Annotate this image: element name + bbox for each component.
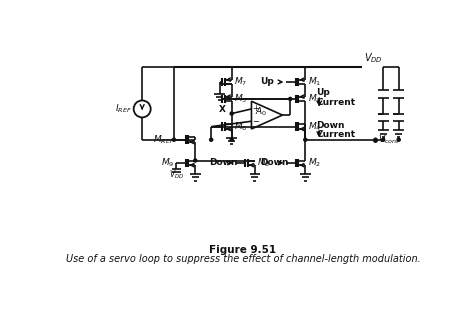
Text: $M_8$: $M_8$ xyxy=(257,156,271,169)
Circle shape xyxy=(304,138,307,141)
Text: $M_{REF}$: $M_{REF}$ xyxy=(153,133,175,146)
Text: $V_{DD}$: $V_{DD}$ xyxy=(364,51,383,65)
Text: $V_{cont}$: $V_{cont}$ xyxy=(378,133,400,146)
Text: Figure 9.51: Figure 9.51 xyxy=(210,245,276,255)
Text: Down: Down xyxy=(260,158,289,167)
Text: Down: Down xyxy=(316,121,345,130)
Text: $M_7$: $M_7$ xyxy=(234,76,247,88)
Text: $M_9$: $M_9$ xyxy=(161,156,175,169)
Circle shape xyxy=(374,138,377,141)
Circle shape xyxy=(230,138,233,141)
Text: Use of a servo loop to suppress the effect of channel-length modulation.: Use of a servo loop to suppress the effe… xyxy=(65,254,420,264)
Text: Down: Down xyxy=(210,158,238,167)
Text: +: + xyxy=(252,104,259,114)
Circle shape xyxy=(173,138,175,141)
Text: −: − xyxy=(252,117,259,126)
Circle shape xyxy=(382,138,385,141)
Text: Up: Up xyxy=(260,77,273,86)
Text: $I_{REF}$: $I_{REF}$ xyxy=(115,103,132,115)
Text: Current: Current xyxy=(316,98,356,107)
Circle shape xyxy=(210,138,213,141)
Text: $M_3$: $M_3$ xyxy=(308,93,321,105)
Text: X: X xyxy=(219,105,226,114)
Circle shape xyxy=(194,159,197,162)
Circle shape xyxy=(397,138,400,141)
Text: $A_0$: $A_0$ xyxy=(255,106,267,118)
Text: $V_{DD}$: $V_{DD}$ xyxy=(169,169,184,182)
Text: $M_2$: $M_2$ xyxy=(308,156,321,169)
Text: $M_4$: $M_4$ xyxy=(308,120,321,133)
Text: Up: Up xyxy=(316,88,330,97)
Text: Current: Current xyxy=(316,130,356,139)
Circle shape xyxy=(289,97,292,100)
Circle shape xyxy=(230,112,233,115)
Text: $M_6$: $M_6$ xyxy=(234,120,247,133)
Text: $M_1$: $M_1$ xyxy=(308,76,321,88)
Text: $M_5$: $M_5$ xyxy=(234,93,247,105)
